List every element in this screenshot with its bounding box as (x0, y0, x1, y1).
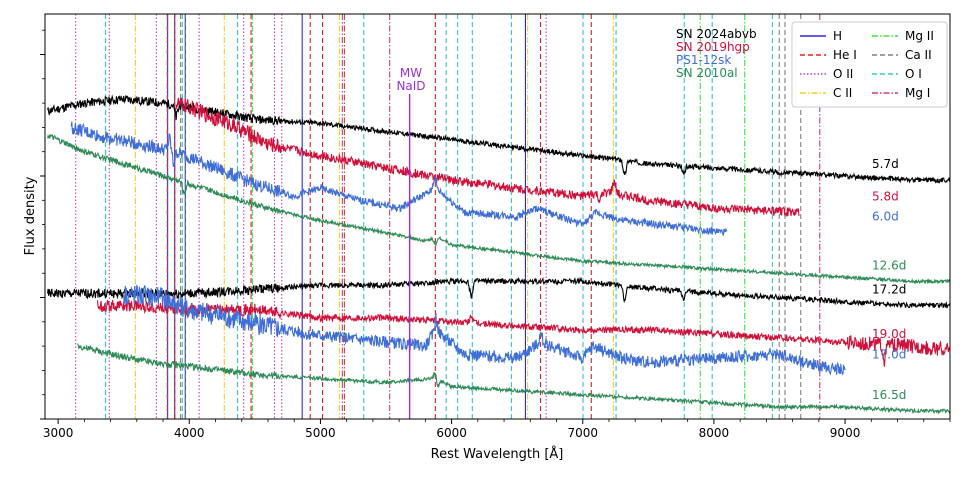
spectrum-ps1-12sk-6.0d (70, 121, 728, 236)
naid-label: NaID (396, 79, 425, 93)
legend-label-he-i: He I (833, 48, 857, 62)
legend-label-o-ii: O II (833, 67, 853, 81)
y-axis-label: Flux density (23, 176, 38, 255)
phase-label: 17.2d (872, 283, 906, 297)
spectrum-sn-2024abvb-5.7d (47, 94, 950, 184)
spectrum-sn-2024abvb-17.2d (47, 276, 950, 309)
phase-label: 17.0d (872, 347, 906, 361)
legend-sn-sn-2024abvb: SN 2024abvb (676, 27, 757, 41)
spectrum-ps1-12sk-17.0d (123, 284, 846, 376)
x-tick-label: 5000 (305, 426, 336, 440)
x-tick-label: 3000 (43, 426, 74, 440)
spectra (47, 94, 950, 415)
spectrum-sn-2010al-16.5d (77, 343, 950, 415)
phase-labels: 5.7d 5.8d 6.0d 12.6d 17.2d 19.0d 17.0d 16.5d (872, 157, 906, 402)
x-tick-label: 6000 (436, 426, 467, 440)
spectrum-sn-2010al-12.6d (47, 133, 950, 285)
mw-naid-marker: MW NaID (396, 66, 426, 419)
legend-sn-sn-2019hgp: SN 2019hgp (676, 40, 750, 54)
phase-label: 5.8d (872, 189, 899, 203)
x-tick-label: 7000 (567, 426, 598, 440)
legend-label-mg-ii: Mg II (905, 29, 934, 43)
x-axis-label: Rest Wavelength [Å] (431, 446, 564, 462)
axes: 3000 4000 5000 6000 7000 8000 9000 (40, 29, 951, 440)
spectrum-sn-2019hgp-5.8d (175, 97, 800, 217)
spectrum-sn-2019hgp-19.0d (96, 299, 950, 367)
mw-label: MW (400, 66, 422, 80)
line-id-legend: H He I O II C II Mg II Ca II O I Mg I (791, 21, 948, 108)
phase-label: 12.6d (872, 258, 906, 272)
legend-sn-sn-2010al: SN 2010al (676, 66, 738, 80)
legend-label-h: H (833, 29, 842, 43)
legend-label-mg-i: Mg I (905, 86, 930, 100)
phase-label: 19.0d (872, 327, 906, 341)
x-tick-label: 4000 (174, 426, 205, 440)
legend-label-c-ii: C II (833, 86, 852, 100)
phase-label: 5.7d (872, 157, 899, 171)
x-tick-label: 9000 (830, 426, 861, 440)
legend-label-ca-ii: Ca II (905, 48, 932, 62)
legend-label-o-i: O I (905, 67, 922, 81)
plot-frame (44, 13, 951, 420)
phase-label: 6.0d (872, 210, 899, 224)
legend-sn-ps1-12sk: PS1-12sk (676, 53, 731, 67)
line-legend-box (791, 21, 948, 108)
phase-label: 16.5d (872, 388, 906, 402)
x-tick-label: 8000 (699, 426, 730, 440)
